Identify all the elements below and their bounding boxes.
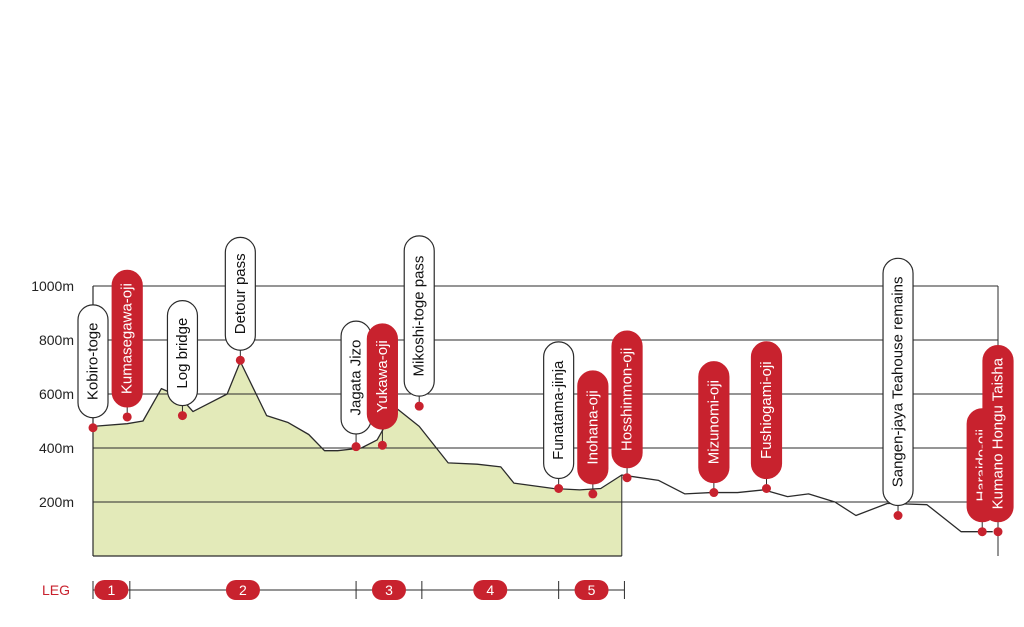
waypoint-label-pill: [750, 341, 783, 480]
leg-number: 4: [486, 582, 494, 598]
waypoint-marker: [554, 484, 564, 493]
waypoint-name: Log bridge: [174, 318, 191, 389]
waypoint-label-pill: [611, 330, 643, 469]
waypoint-name: Mizunomi-oji: [705, 380, 722, 464]
waypoint-label-pill: [111, 269, 143, 408]
waypoint-label-pill: [77, 304, 109, 419]
waypoint-name: Yukawa-oji: [374, 340, 391, 413]
waypoint-label-pill: [366, 323, 398, 430]
waypoint-marker: [377, 440, 387, 450]
leg-badge: [225, 580, 260, 600]
y-tick-label: 1000m: [31, 278, 74, 294]
leg-number: 1: [108, 582, 116, 598]
waypoint-label-pill: [166, 300, 199, 407]
waypoint-label-pill: [882, 257, 914, 507]
elevation-line: [92, 360, 993, 533]
waypoint-name: Detour pass: [232, 253, 249, 334]
leg-badge: [574, 580, 609, 600]
y-tick-label: 800m: [39, 332, 74, 348]
waypoint-name: Funatama-jinja: [550, 360, 567, 460]
waypoint-name: Jagata Jizo: [348, 340, 365, 416]
waypoint-label-pill: [543, 341, 575, 480]
leg-number: 3: [385, 582, 393, 598]
waypoint-marker: [177, 411, 187, 421]
waypoint-marker: [351, 442, 361, 452]
waypoint-name: Kumano Hongu Taisha: [990, 357, 1007, 509]
waypoint-marker: [122, 412, 132, 422]
waypoint-name: Hosshinmon-oji: [619, 348, 636, 451]
waypoint-marker: [761, 484, 771, 493]
waypoint-marker: [993, 527, 1003, 537]
shaded-area: [93, 361, 622, 556]
waypoint-marker: [977, 527, 987, 537]
y-tick-label: 600m: [39, 386, 74, 402]
waypoint-label-pill: [698, 361, 730, 484]
waypoint-name: Kumasegawa-oji: [119, 283, 136, 394]
waypoint-name: Sangen-jaya Teahouse remains: [890, 277, 907, 488]
waypoint-marker: [893, 511, 903, 520]
waypoint-marker: [235, 355, 245, 365]
waypoint-marker: [622, 473, 632, 483]
leg-badge: [94, 580, 129, 600]
waypoint-name: Kobiro-toge: [85, 323, 102, 401]
waypoint-marker: [709, 488, 719, 498]
waypoint-label-pill: [577, 370, 609, 485]
y-tick-label: 200m: [39, 494, 74, 510]
waypoint-label-pill: [982, 345, 1014, 523]
waypoint-name: Mikoshi-toge pass: [411, 256, 428, 377]
leg-number: 2: [239, 582, 247, 598]
leg-badge: [371, 580, 406, 600]
waypoint-marker: [588, 489, 598, 499]
waypoint-label-pill: [403, 235, 435, 397]
waypoint-marker: [414, 401, 424, 411]
leg-label: LEG: [42, 582, 70, 598]
leg-number: 5: [588, 582, 596, 598]
waypoint-label-pill: [224, 236, 256, 351]
waypoint-name: Fushiogami-oji: [758, 361, 775, 459]
y-tick-label: 400m: [39, 440, 74, 456]
waypoint-name: Inohana-oji: [584, 390, 601, 464]
leg-badge: [473, 580, 508, 600]
waypoint-marker: [88, 423, 98, 433]
